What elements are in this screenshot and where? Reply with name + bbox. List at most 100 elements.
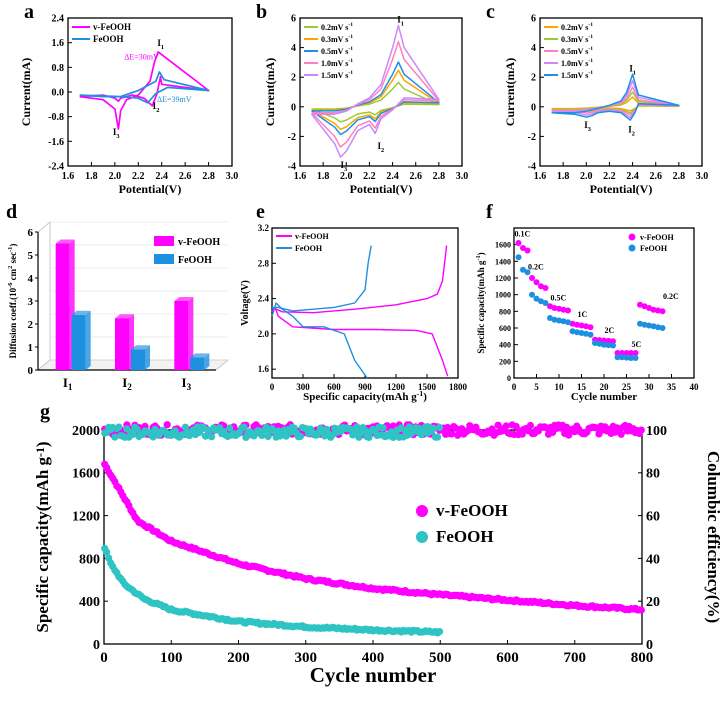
panel-f-point bbox=[655, 307, 661, 314]
panel-f-point bbox=[623, 354, 630, 361]
panel-f-point bbox=[614, 350, 621, 356]
panel-d-ylabel-part: cm bbox=[8, 268, 18, 282]
panel-f-point bbox=[529, 291, 535, 298]
panel-b-frame bbox=[299, 17, 463, 167]
panel-b-legend-label: 0.3mV s-1 bbox=[321, 34, 353, 44]
panel-d-category-label: I3 bbox=[182, 375, 192, 392]
panel-b-ytick-label: 6 bbox=[291, 14, 296, 25]
panel-f-point bbox=[596, 340, 603, 347]
panel-e-xtick-label: 1800 bbox=[449, 382, 468, 392]
panel-d-ytick-label: 1 bbox=[28, 342, 34, 354]
panel-a-peak-label-part: 3 bbox=[116, 133, 119, 140]
panel-a-letter: a bbox=[24, 1, 34, 23]
panel-c-peak-label-part: I bbox=[628, 125, 632, 135]
panel-c-legend-label-part: mV s bbox=[571, 35, 588, 44]
panel-d-bar bbox=[190, 357, 205, 370]
panel-g-ylabel-part: Specific capacity(mAh g bbox=[33, 456, 52, 632]
panel-f-point bbox=[650, 323, 657, 330]
panel-f-point bbox=[542, 300, 549, 306]
panel-g-efficiency-point bbox=[201, 432, 210, 440]
panel-f-xlabel: Cycle number bbox=[571, 391, 637, 403]
panel-g-capacity-point bbox=[436, 628, 444, 636]
panel-d-category-label: I1 bbox=[63, 375, 73, 392]
panel-g-ytick-label: 1200 bbox=[72, 510, 100, 525]
panel-c-legend-label-part: 1.5 bbox=[561, 71, 571, 80]
panel-f-point bbox=[641, 321, 648, 328]
panel-f-ytick-label: 800 bbox=[499, 307, 511, 316]
panel-e-ytick-label: 2.8 bbox=[258, 258, 270, 268]
panel-g-xlabel: Cycle number bbox=[310, 663, 437, 687]
panel-e-ylabel: Voltage(V) bbox=[240, 280, 251, 326]
panel-f-point bbox=[646, 305, 652, 311]
panel-e-letter: e bbox=[256, 201, 265, 223]
panel-c-ylabel: Current(mA) bbox=[503, 58, 517, 126]
panel-b-peak-label: I3 bbox=[341, 160, 348, 173]
panel-f-point bbox=[578, 330, 585, 336]
panel-f-xtick-label: 40 bbox=[690, 382, 700, 392]
panel-d-bar bbox=[55, 243, 70, 370]
panel-g-capacity-point bbox=[103, 548, 111, 556]
panel-e-xlabel-part: -1 bbox=[417, 389, 424, 398]
panel-g-legend-swatch bbox=[416, 531, 428, 543]
panel-g-efficiency-point bbox=[494, 421, 502, 429]
panel-f-point bbox=[529, 275, 535, 281]
panel-g-xtick-label: 0 bbox=[100, 650, 108, 666]
panel-b-legend-label-part: -1 bbox=[348, 34, 353, 40]
panel-a-xtick-label: 2.2 bbox=[132, 171, 145, 182]
panel-b-xtick-label: 2.4 bbox=[386, 171, 399, 182]
panel-e-legend-label: v-FeOOH bbox=[295, 232, 330, 241]
panel-d-ylabel-part: -1 bbox=[7, 247, 14, 252]
panel-f-point bbox=[565, 319, 571, 326]
panel-d-bar bbox=[131, 349, 145, 370]
panel-b-ylabel: Current(mA) bbox=[263, 58, 277, 126]
panel-c-legend-label-part: mV s bbox=[571, 47, 588, 56]
panel-c-letter: c bbox=[486, 1, 495, 23]
panel-b-xtick-label: 3.0 bbox=[456, 171, 469, 182]
panel-e-xtick-label: 1500 bbox=[418, 382, 437, 392]
panel-f-point bbox=[614, 354, 621, 361]
panel-g-efficiency-point bbox=[526, 421, 535, 430]
panel-d-bar-side bbox=[85, 310, 91, 370]
panel-g-right-ytick-label: 80 bbox=[646, 467, 660, 482]
panel-e-xtick-label: 900 bbox=[358, 382, 372, 392]
panel-f-point bbox=[592, 340, 598, 346]
panel-b-xtick-label: 1.8 bbox=[317, 171, 330, 182]
panel-f-ytick-label: 200 bbox=[499, 357, 511, 366]
panel-g-right-ytick-label: 0 bbox=[646, 638, 653, 653]
panel-b-peak-label-part: 2 bbox=[381, 147, 384, 154]
panel-g-ytick-label: 1600 bbox=[72, 467, 100, 482]
panel-c-xtick-label: 2.2 bbox=[603, 171, 616, 182]
panel-d-ylabel-part: sec bbox=[8, 252, 18, 266]
panel-f-point bbox=[524, 269, 531, 276]
panel-c-xtick-label: 1.6 bbox=[534, 171, 547, 182]
panel-a-legend-label: v-FeOOH bbox=[93, 22, 131, 32]
panel-a-ylabel: Current(mA) bbox=[19, 58, 33, 126]
panel-f-point bbox=[619, 354, 625, 361]
panel-b-legend-label-part: -1 bbox=[348, 22, 353, 28]
panel-g-efficiency-point bbox=[111, 433, 119, 441]
panel-f-ytick-label: 1400 bbox=[495, 257, 511, 266]
panel-f-xtick-label: 25 bbox=[622, 382, 632, 392]
panel-a-xtick-label: 2.6 bbox=[179, 171, 192, 182]
panel-a-ytick-label: -0.8 bbox=[48, 112, 64, 123]
panel-f-point bbox=[628, 355, 634, 361]
panel-d-ytick-label: 4 bbox=[28, 273, 34, 285]
panel-g-efficiency-point bbox=[429, 424, 438, 432]
panel-d-ylabel-part: 2 bbox=[7, 266, 14, 269]
panel-c-ytick-label: 0 bbox=[531, 102, 536, 113]
panel-c-peak-label-part: I bbox=[629, 63, 633, 73]
panel-c-peak-label-part: 1 bbox=[633, 69, 636, 76]
panel-g-right-ytick-label: 20 bbox=[646, 595, 660, 610]
panel-f-point bbox=[583, 330, 589, 337]
panel-g-capacity-point bbox=[637, 606, 645, 614]
panel-c-legend-label-part: mV s bbox=[571, 23, 588, 32]
panel-f-point bbox=[623, 350, 630, 356]
panel-g-efficiency-point bbox=[637, 426, 645, 434]
panel-a-peak-label-part: 2 bbox=[156, 107, 159, 114]
panel-f-point bbox=[578, 322, 585, 329]
panel-f-point bbox=[538, 298, 544, 305]
panel-g-ylabel-part: -1 bbox=[33, 447, 47, 457]
panel-g-efficiency-point bbox=[361, 426, 369, 434]
panel-d-ytick-label: 0 bbox=[28, 365, 34, 377]
panel-d-bar bbox=[115, 318, 129, 370]
